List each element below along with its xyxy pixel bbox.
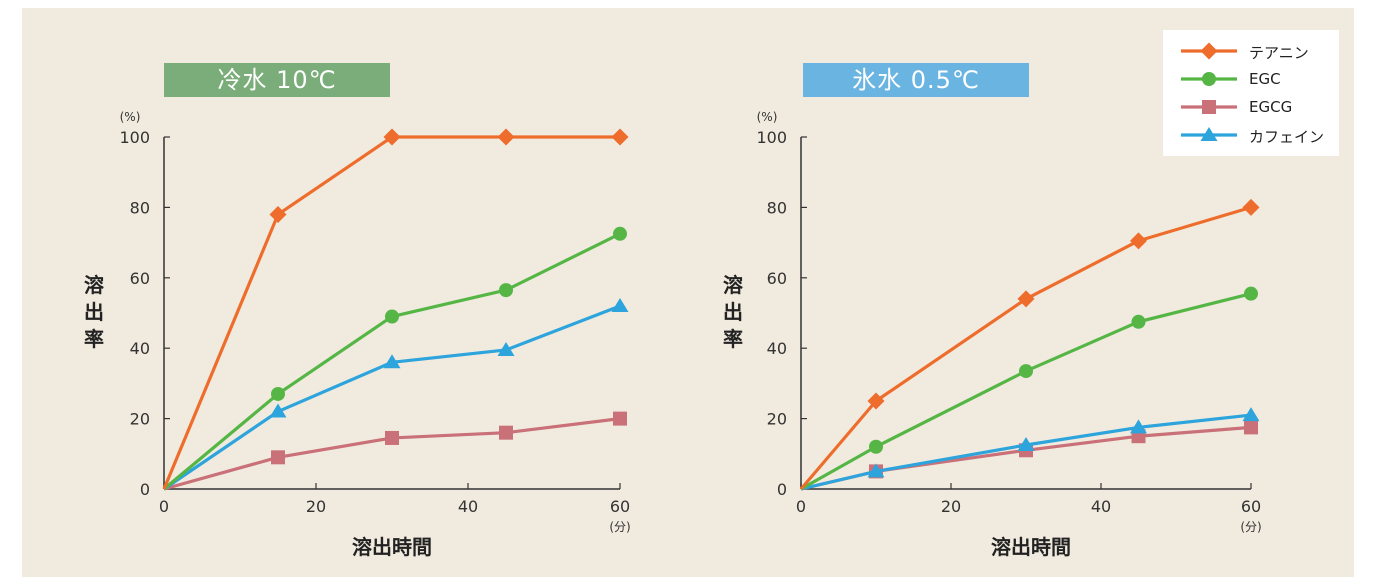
y-tick-label: 60 [767,269,787,288]
legend-label-theanine: テアニン [1249,44,1309,62]
data-point-egc [613,226,627,241]
legend-symbol [1202,100,1216,114]
data-point-caffeine [1017,437,1035,451]
legend-marker-egcg [1181,100,1237,114]
x-tick-label: 20 [306,497,326,516]
data-point-caffeine [1242,407,1260,422]
y-axis-label-char: 溶 [84,273,104,297]
y-tick-label: 60 [130,269,150,288]
x-axis-label: 溶出時間 [352,535,432,559]
x-tick-label: 20 [941,497,961,516]
legend-symbol [1200,42,1218,60]
data-point-theanine [1017,290,1035,308]
data-point-caffeine [611,297,629,312]
legend-symbol [1202,72,1216,86]
legend-item-egc: EGC [1163,66,1339,92]
chart-cold-water: 0 20 40 60 80 100 0 20 40 60 (%) (分) 溶出時間 溶出率 [84,110,631,559]
series-line-egc [800,292,1252,491]
data-point-theanine [611,128,629,146]
y-tick-label: 80 [130,198,150,217]
data-point-caffeine [867,463,885,478]
x-tick-label: 40 [1091,497,1111,516]
legend-marker-egc [1181,72,1237,86]
legend-marker-caffeine [1181,127,1237,141]
x-axis-label: 溶出時間 [991,535,1071,559]
legend-marker-theanine [1181,42,1237,60]
series-line-egcg [800,425,1252,491]
y-tick-label: 20 [130,410,150,429]
data-point-theanine [497,128,515,146]
y-tick-label: 0 [140,480,150,499]
data-point-theanine [867,392,885,410]
data-point-theanine [1242,198,1260,216]
legend-item-egcg: EGCG [1163,94,1339,120]
x-tick-label: 60 [610,497,630,516]
y-tick-label: 40 [767,339,787,358]
legend-item-theanine: テアニン [1163,38,1339,64]
chart-title-cold-water: 冷水 10℃ [164,63,390,97]
y-tick-label: 100 [119,128,150,147]
y-axis-label-char: 溶 [723,273,743,297]
x-tick-label: 40 [458,497,478,516]
data-point-caffeine [1130,419,1147,434]
legend-label-caffeine: カフェイン [1249,128,1325,146]
legend-item-caffeine: カフェイン [1163,122,1339,148]
data-point-caffeine [269,403,287,418]
y-axis-label-char: 率 [723,327,743,351]
legend-label-egcg: EGCG [1249,98,1293,116]
data-point-egc [1019,364,1033,379]
data-point-egcg [1244,420,1258,435]
y-axis-label-char: 出 [723,300,743,324]
x-tick-label: 0 [159,497,169,516]
legend-label-egc: EGC [1249,70,1281,88]
data-point-egcg [385,430,399,445]
y-tick-label: 20 [767,410,787,429]
y-tick-label: 100 [756,128,787,147]
y-unit-label: (%) [120,110,141,124]
y-axis-label-char: 出 [84,300,104,324]
data-point-caffeine [383,354,401,369]
legend: テアニン EGC EGCG カフェイン [1163,30,1339,156]
data-point-egc [499,283,513,298]
data-point-egcg [271,450,285,465]
x-tick-label: 0 [796,497,806,516]
y-tick-label: 40 [130,339,150,358]
y-tick-label: 0 [777,480,787,499]
x-tick-label: 60 [1241,497,1261,516]
y-unit-label: (%) [757,110,778,124]
data-point-theanine [383,128,401,146]
data-point-caffeine [497,341,515,356]
y-tick-label: 80 [767,198,787,217]
data-point-egc [1244,286,1258,301]
data-point-egc [271,386,285,401]
chart-title-ice-water: 氷水 0.5℃ [803,63,1029,97]
x-unit-label: (分) [1240,520,1261,534]
legend-symbol [1200,127,1218,141]
data-point-egc [385,309,399,324]
data-point-egc [869,439,883,454]
data-point-theanine [269,205,287,223]
x-unit-label: (分) [609,520,630,534]
data-point-egcg [613,411,627,426]
data-point-theanine [1130,232,1147,250]
data-point-egcg [499,425,513,440]
y-axis-label-char: 率 [84,327,104,351]
data-point-egc [1131,314,1146,329]
